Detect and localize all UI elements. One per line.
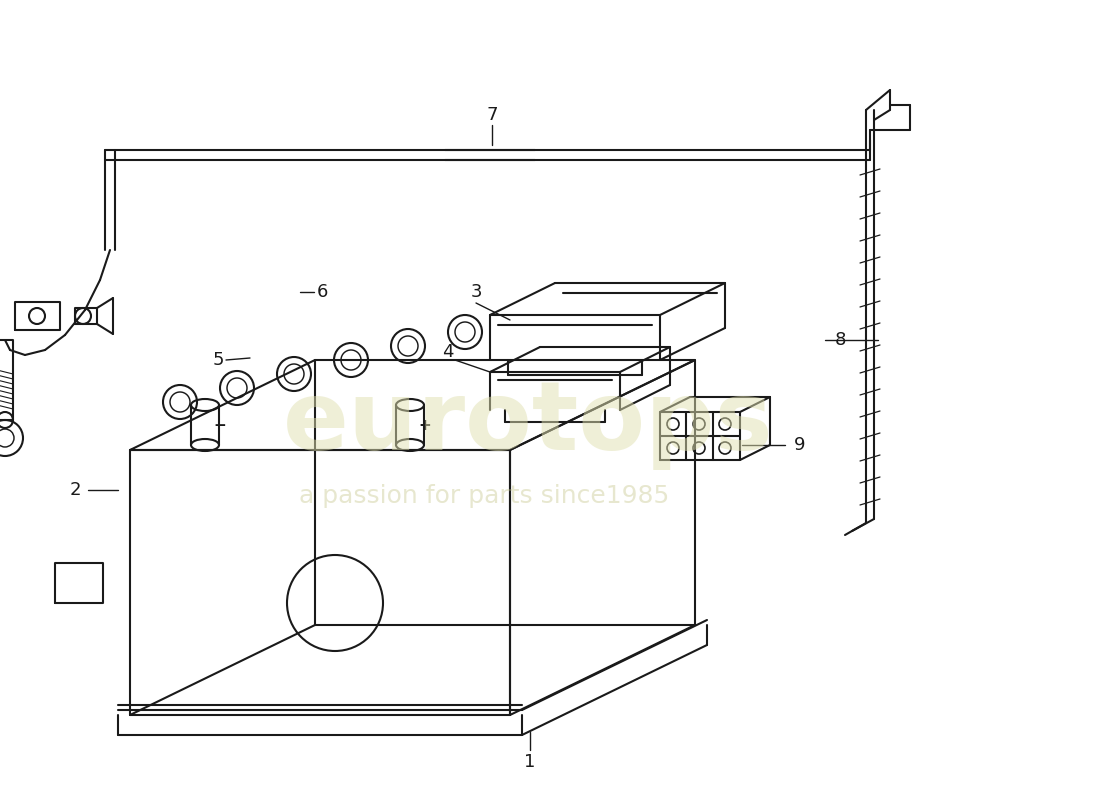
Text: 1: 1 <box>525 753 536 771</box>
Text: +: + <box>419 418 431 433</box>
Text: 7: 7 <box>486 106 497 124</box>
Text: eurotops: eurotops <box>283 378 773 470</box>
Text: 6: 6 <box>317 283 328 301</box>
Text: 9: 9 <box>794 436 805 454</box>
Text: −: − <box>213 418 227 433</box>
Text: 8: 8 <box>834 331 846 349</box>
Text: 3: 3 <box>471 283 482 301</box>
Text: a passion for parts since1985: a passion for parts since1985 <box>299 484 669 508</box>
Text: 5: 5 <box>212 351 223 369</box>
Text: 4: 4 <box>442 343 453 361</box>
Text: 2: 2 <box>69 481 80 499</box>
